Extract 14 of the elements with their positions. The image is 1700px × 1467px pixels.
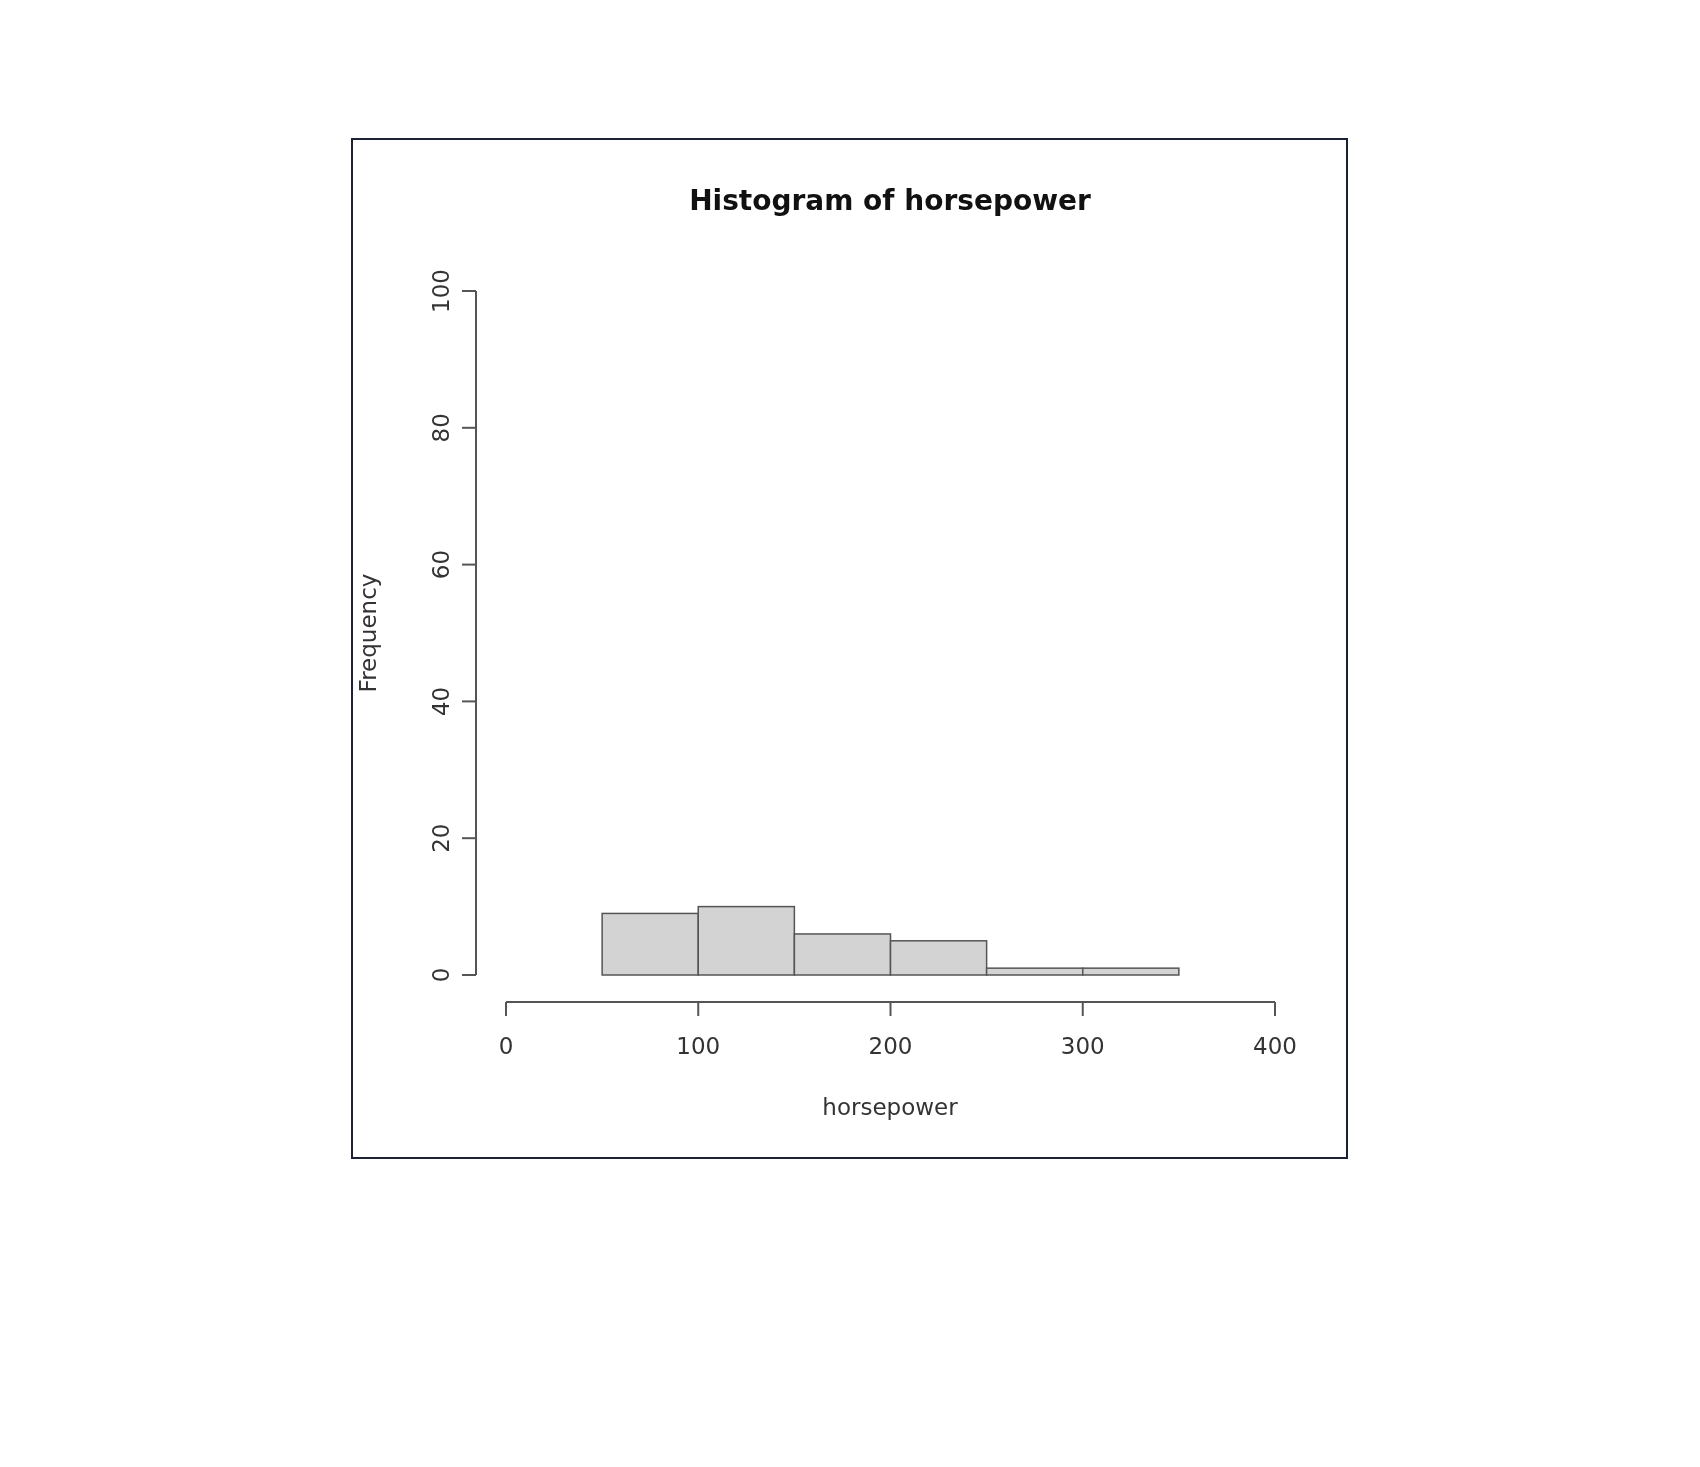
x-tick-label: 100: [676, 1032, 721, 1059]
x-tick-label: 300: [1060, 1032, 1105, 1059]
y-axis-title: Frequency: [354, 573, 381, 693]
y-tick-label: 100: [427, 269, 454, 313]
y-tick-label: 40: [427, 686, 454, 717]
x-tick-label: 0: [498, 1032, 514, 1059]
x-tick-label: 400: [1253, 1032, 1297, 1059]
x-tick-label: 200: [868, 1032, 913, 1059]
y-tick-label: 20: [427, 823, 454, 853]
y-tick-label: 0: [427, 967, 454, 983]
y-tick-label: 60: [427, 549, 454, 580]
x-axis-title: horsepower: [822, 1093, 959, 1120]
y-tick-label: 80: [427, 413, 454, 443]
chart-title: Histogram of horsepower: [689, 184, 1092, 217]
